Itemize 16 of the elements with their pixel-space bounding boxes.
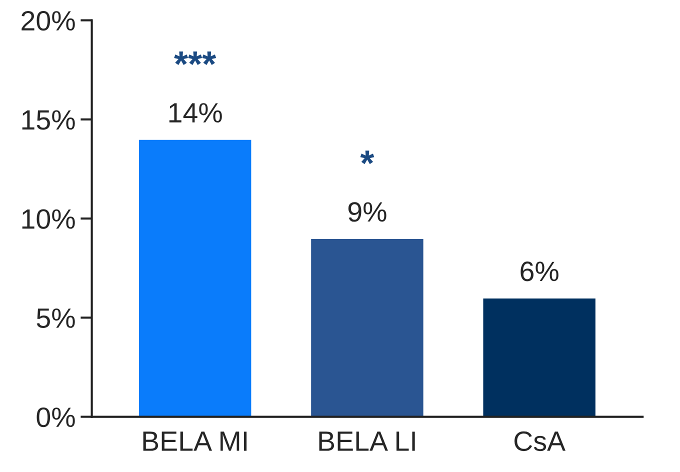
y-tick-label: 5% [36, 308, 75, 328]
data-label: 14% [169, 103, 222, 123]
y-tick-label: 20% [22, 10, 75, 31]
annotation: * [360, 150, 374, 164]
y-tick-label: 10% [22, 209, 75, 229]
y-tick-label: 15% [22, 110, 75, 130]
bar [138, 138, 253, 417]
x-tick-label: BELA MI [143, 432, 247, 451]
y-tick-label: 0% [36, 407, 75, 428]
bar [310, 238, 425, 417]
data-label: 9% [348, 202, 386, 222]
x-tick-label: CsA [514, 431, 566, 452]
annotation: *** [174, 52, 216, 65]
data-label: 6% [520, 262, 558, 282]
x-tick-label: BELA LI [319, 432, 415, 451]
bar [482, 297, 597, 417]
